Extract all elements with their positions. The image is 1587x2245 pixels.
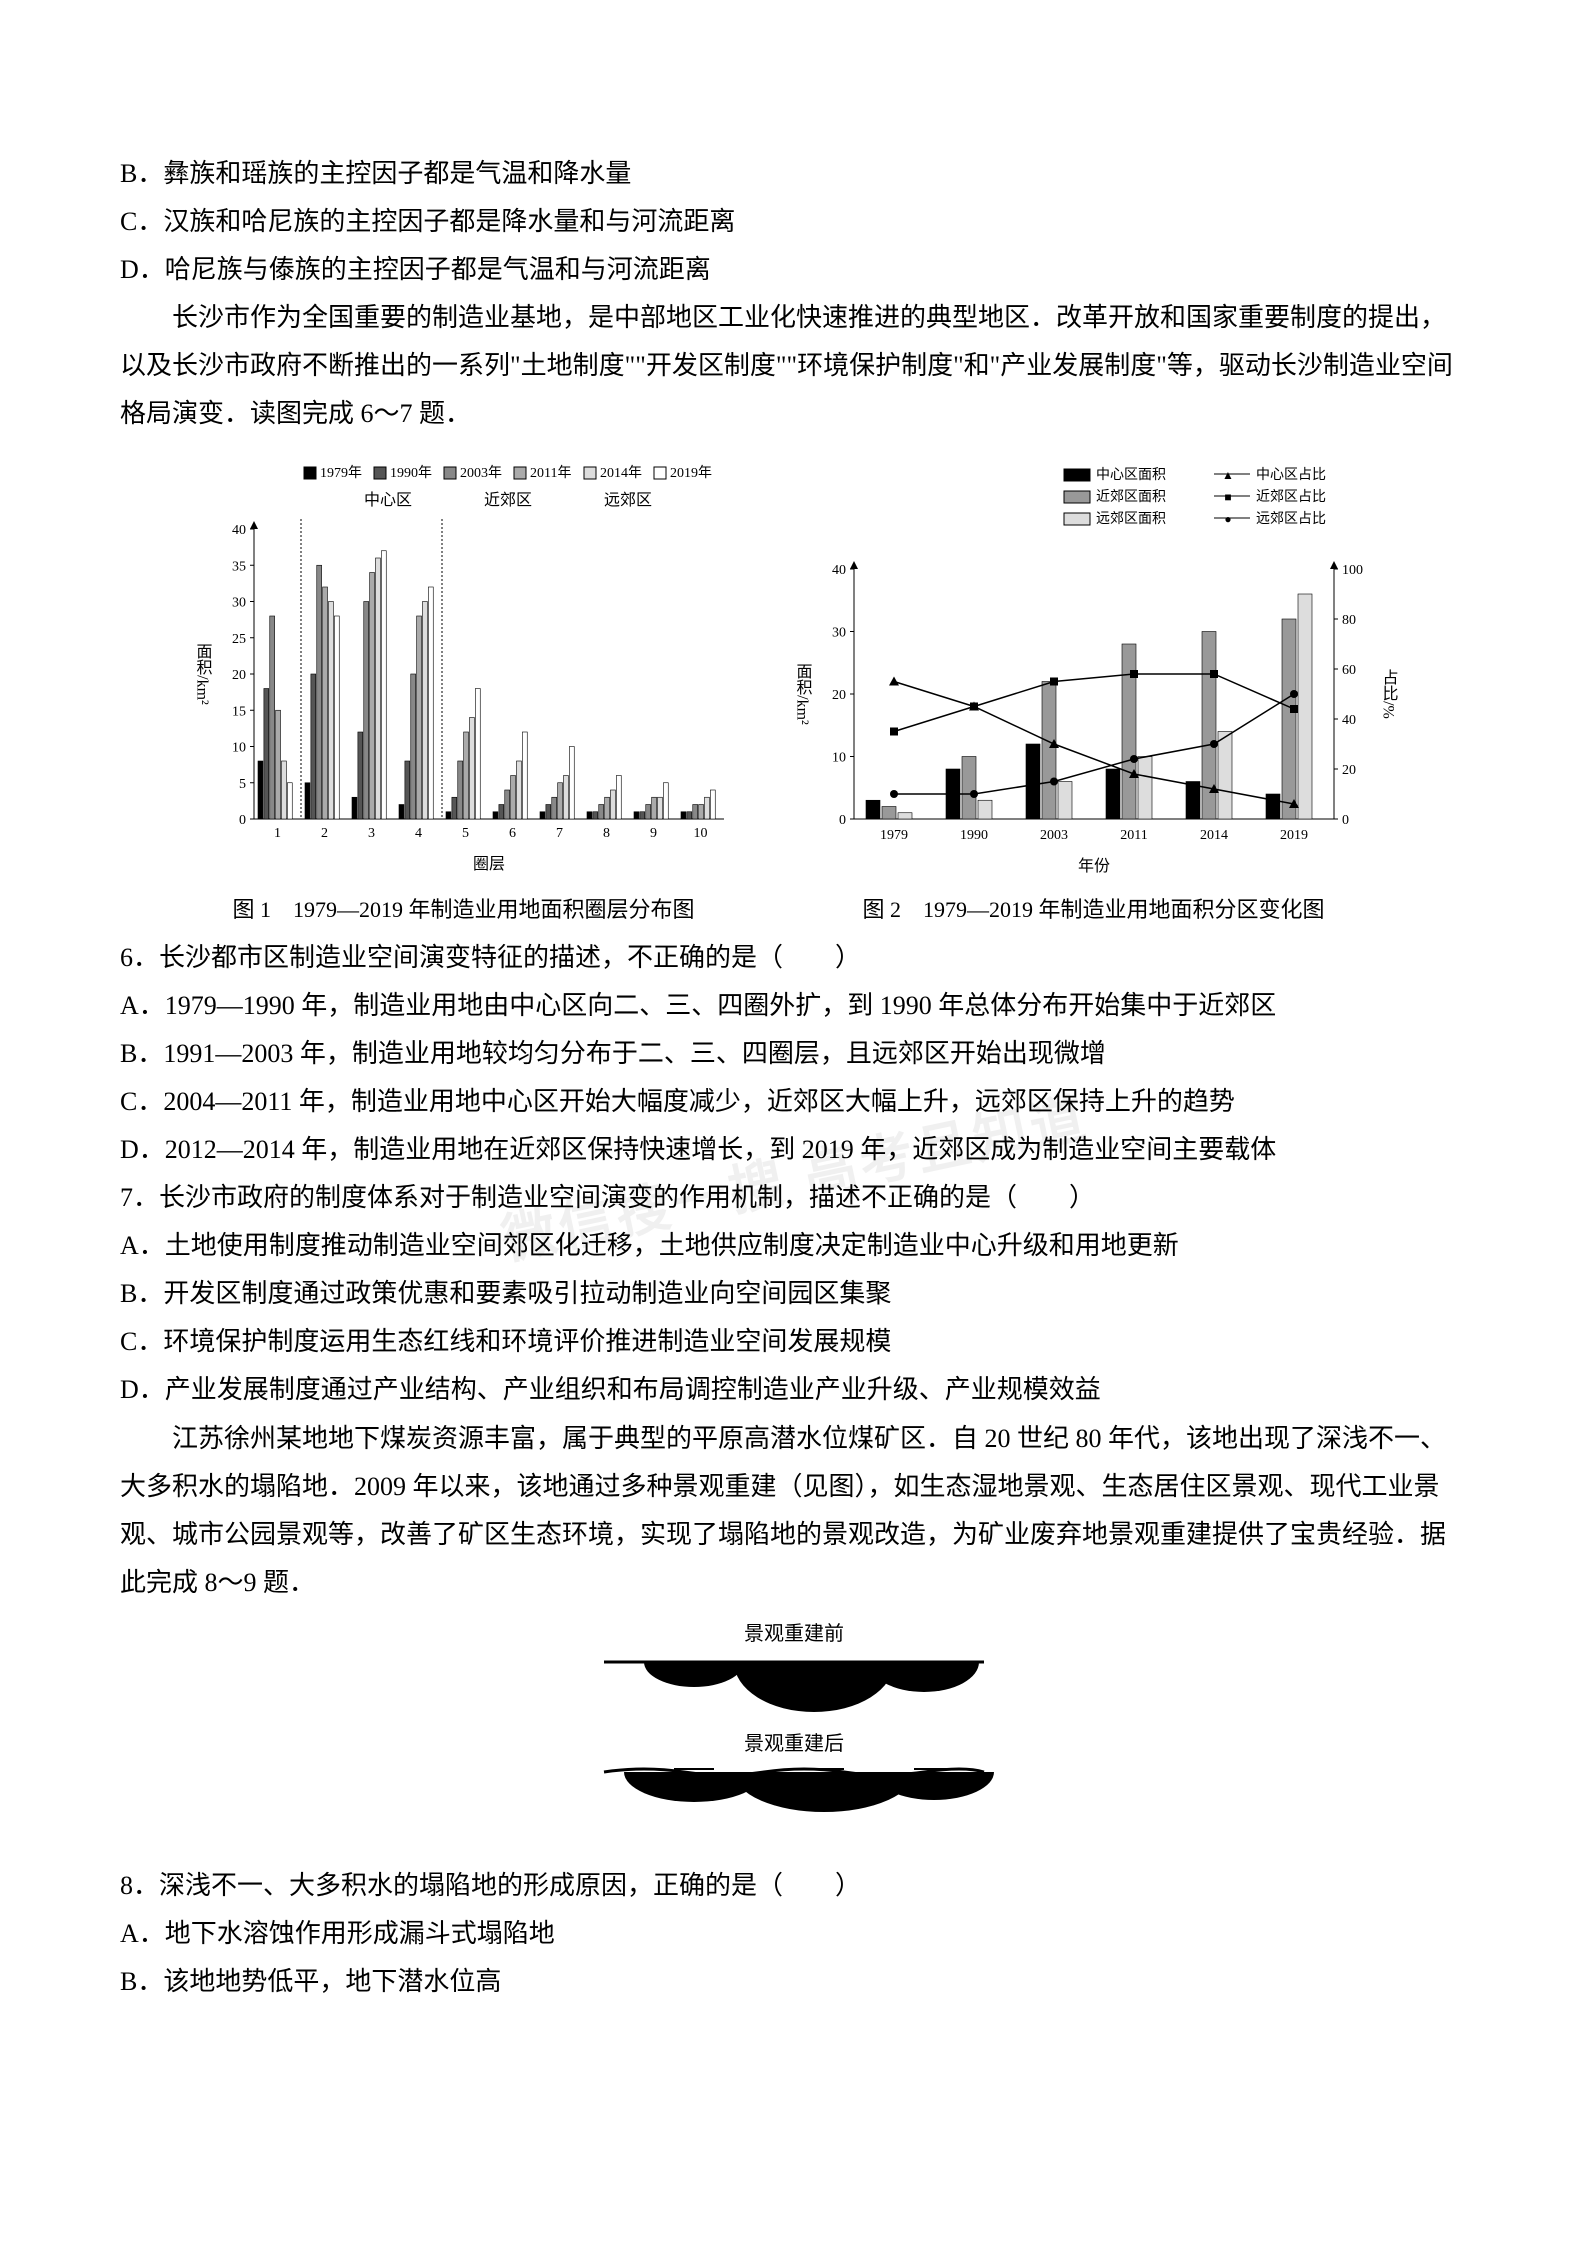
svg-text:2014年: 2014年 — [600, 465, 642, 481]
svg-text:●: ● — [1224, 512, 1231, 526]
svg-text:近郊区面积: 近郊区面积 — [1096, 488, 1166, 505]
svg-text:40: 40 — [232, 523, 246, 538]
chart2-container: 中心区面积近郊区面积远郊区面积 ▲ 中心区占比 ■ 近郊区占比 ● 远郊区占比 0 10 20 30… — [784, 459, 1404, 924]
svg-text:15: 15 — [232, 704, 246, 719]
q6-q7-block: 微信搜一搜 高考且知道 6．长沙都市区制造业空间演变特征的描述，不正确的是（ ）… — [120, 934, 1467, 1415]
svg-text:1979: 1979 — [880, 828, 908, 843]
svg-text:▲: ▲ — [1222, 468, 1234, 482]
q6-c: C．2004—2011 年，制造业用地中心区开始大幅度减少，近郊区大幅上升，远郊… — [120, 1078, 1467, 1126]
svg-text:2: 2 — [321, 826, 328, 841]
svg-text:■: ■ — [1224, 490, 1231, 504]
q6-a: A．1979—1990 年，制造业用地由中心区向二、三、四圈外扩，到 1990 … — [120, 982, 1467, 1030]
option-c-top: C．汉族和哈尼族的主控因子都是降水量和与河流距离 — [120, 198, 1467, 246]
svg-text:0: 0 — [839, 813, 846, 828]
chart1-svg: 1979年 1990年 2003年 2011年 2014年 2019年中心区 近郊区 远郊区 0… — [184, 459, 744, 879]
svg-text:30: 30 — [832, 625, 846, 640]
svg-text:2011: 2011 — [1120, 828, 1147, 843]
q8-b: B．该地地势低平，地下潜水位高 — [120, 1958, 1467, 2006]
svg-text:5: 5 — [239, 776, 246, 791]
svg-text:2011年: 2011年 — [530, 465, 571, 481]
svg-text:年份: 年份 — [1077, 857, 1109, 875]
figures-row: 1979年 1990年 2003年 2011年 2014年 2019年中心区 近郊区 远郊区 0… — [120, 459, 1467, 924]
q7-a: A．土地使用制度推动制造业空间郊区化迁移，土地供应制度决定制造业中心升级和用地更… — [120, 1222, 1467, 1270]
passage2-text: 江苏徐州某地地下煤炭资源丰富，属于典型的平原高潜水位煤矿区．自 20 世纪 80… — [120, 1415, 1467, 1607]
svg-text:9: 9 — [650, 826, 657, 841]
svg-text:面积/km²: 面积/km² — [793, 663, 812, 725]
svg-text:景观重建后: 景观重建后 — [744, 1732, 844, 1755]
q6-b: B．1991—2003 年，制造业用地较均匀分布于二、三、四圈层，且远郊区开始出… — [120, 1030, 1467, 1078]
svg-text:40: 40 — [832, 563, 846, 578]
q7-b: B．开发区制度通过政策优惠和要素吸引拉动制造业向空间园区集聚 — [120, 1270, 1467, 1318]
passage1-text: 长沙市作为全国重要的制造业基地，是中部地区工业化快速推进的典型地区．改革开放和国… — [120, 294, 1467, 438]
svg-text:7: 7 — [556, 826, 563, 841]
svg-text:100: 100 — [1342, 563, 1363, 578]
svg-text:0: 0 — [1342, 813, 1349, 828]
q8-stem: 8．深浅不一、大多积水的塌陷地的形成原因，正确的是（ ） — [120, 1862, 1467, 1910]
svg-text:2003年: 2003年 — [460, 465, 502, 481]
q6-d: D．2012—2014 年，制造业用地在近郊区保持快速增长，到 2019 年，近… — [120, 1126, 1467, 1174]
svg-text:占比/%: 占比/% — [1379, 669, 1397, 719]
svg-text:1990: 1990 — [960, 828, 988, 843]
svg-text:3: 3 — [368, 826, 375, 841]
chart1-caption: 图 1 1979—2019 年制造业用地面积圈层分布图 — [184, 892, 744, 924]
q7-c: C．环境保护制度运用生态红线和环境评价推进制造业空间发展规模 — [120, 1318, 1467, 1366]
svg-text:4: 4 — [415, 826, 422, 841]
svg-text:2003: 2003 — [1040, 828, 1068, 843]
svg-text:近郊区: 近郊区 — [484, 491, 532, 509]
svg-text:2019: 2019 — [1280, 828, 1308, 843]
svg-text:2019年: 2019年 — [670, 465, 712, 481]
svg-text:远郊区占比: 远郊区占比 — [1256, 510, 1326, 527]
svg-text:中心区面积: 中心区面积 — [1096, 467, 1166, 483]
svg-text:8: 8 — [603, 826, 610, 841]
svg-text:25: 25 — [232, 631, 246, 646]
svg-text:80: 80 — [1342, 613, 1356, 628]
svg-text:60: 60 — [1342, 663, 1356, 678]
diagram-svg: 景观重建前景观重建后 — [564, 1622, 1024, 1842]
exam-page: B．彝族和瑶族的主控因子都是气温和降水量 C．汉族和哈尼族的主控因子都是降水量和… — [0, 0, 1587, 2245]
svg-text:面积/km²: 面积/km² — [193, 643, 212, 705]
chart2-svg: 中心区面积近郊区面积远郊区面积 ▲ 中心区占比 ■ 近郊区占比 ● 远郊区占比 0 10 20 30… — [784, 459, 1404, 879]
svg-text:远郊区面积: 远郊区面积 — [1096, 510, 1166, 527]
svg-text:景观重建前: 景观重建前 — [744, 1622, 844, 1645]
svg-text:1990年: 1990年 — [390, 465, 432, 481]
option-d-top: D．哈尼族与傣族的主控因子都是气温和与河流距离 — [120, 246, 1467, 294]
q8-a: A．地下水溶蚀作用形成漏斗式塌陷地 — [120, 1910, 1467, 1958]
svg-text:近郊区占比: 近郊区占比 — [1256, 488, 1326, 505]
svg-text:10: 10 — [232, 740, 246, 755]
svg-text:20: 20 — [1342, 763, 1356, 778]
chart2-caption: 图 2 1979—2019 年制造业用地面积分区变化图 — [784, 892, 1404, 924]
svg-text:2014: 2014 — [1200, 828, 1228, 843]
svg-text:40: 40 — [1342, 713, 1356, 728]
option-b-top: B．彝族和瑶族的主控因子都是气温和降水量 — [120, 150, 1467, 198]
svg-text:远郊区: 远郊区 — [604, 491, 652, 509]
svg-text:中心区: 中心区 — [364, 491, 412, 509]
q7-stem: 7．长沙市政府的制度体系对于制造业空间演变的作用机制，描述不正确的是（ ） — [120, 1174, 1467, 1222]
svg-text:35: 35 — [232, 559, 246, 574]
svg-text:10: 10 — [832, 750, 846, 765]
svg-text:10: 10 — [693, 826, 707, 841]
svg-text:中心区占比: 中心区占比 — [1256, 467, 1326, 483]
svg-text:1979年: 1979年 — [320, 465, 362, 481]
q6-stem: 6．长沙都市区制造业空间演变特征的描述，不正确的是（ ） — [120, 934, 1467, 982]
svg-text:1: 1 — [274, 826, 281, 841]
svg-text:20: 20 — [232, 668, 246, 683]
svg-text:20: 20 — [832, 688, 846, 703]
chart1-container: 1979年 1990年 2003年 2011年 2014年 2019年中心区 近郊区 远郊区 0… — [184, 459, 744, 924]
svg-text:5: 5 — [462, 826, 469, 841]
svg-text:6: 6 — [509, 826, 516, 841]
svg-text:30: 30 — [232, 595, 246, 610]
diagram-row: 景观重建前景观重建后 — [120, 1622, 1467, 1847]
svg-text:0: 0 — [239, 813, 246, 828]
q7-d: D．产业发展制度通过产业结构、产业组织和布局调控制造业产业升级、产业规模效益 — [120, 1366, 1467, 1414]
svg-text:圈层: 圈层 — [472, 855, 504, 873]
